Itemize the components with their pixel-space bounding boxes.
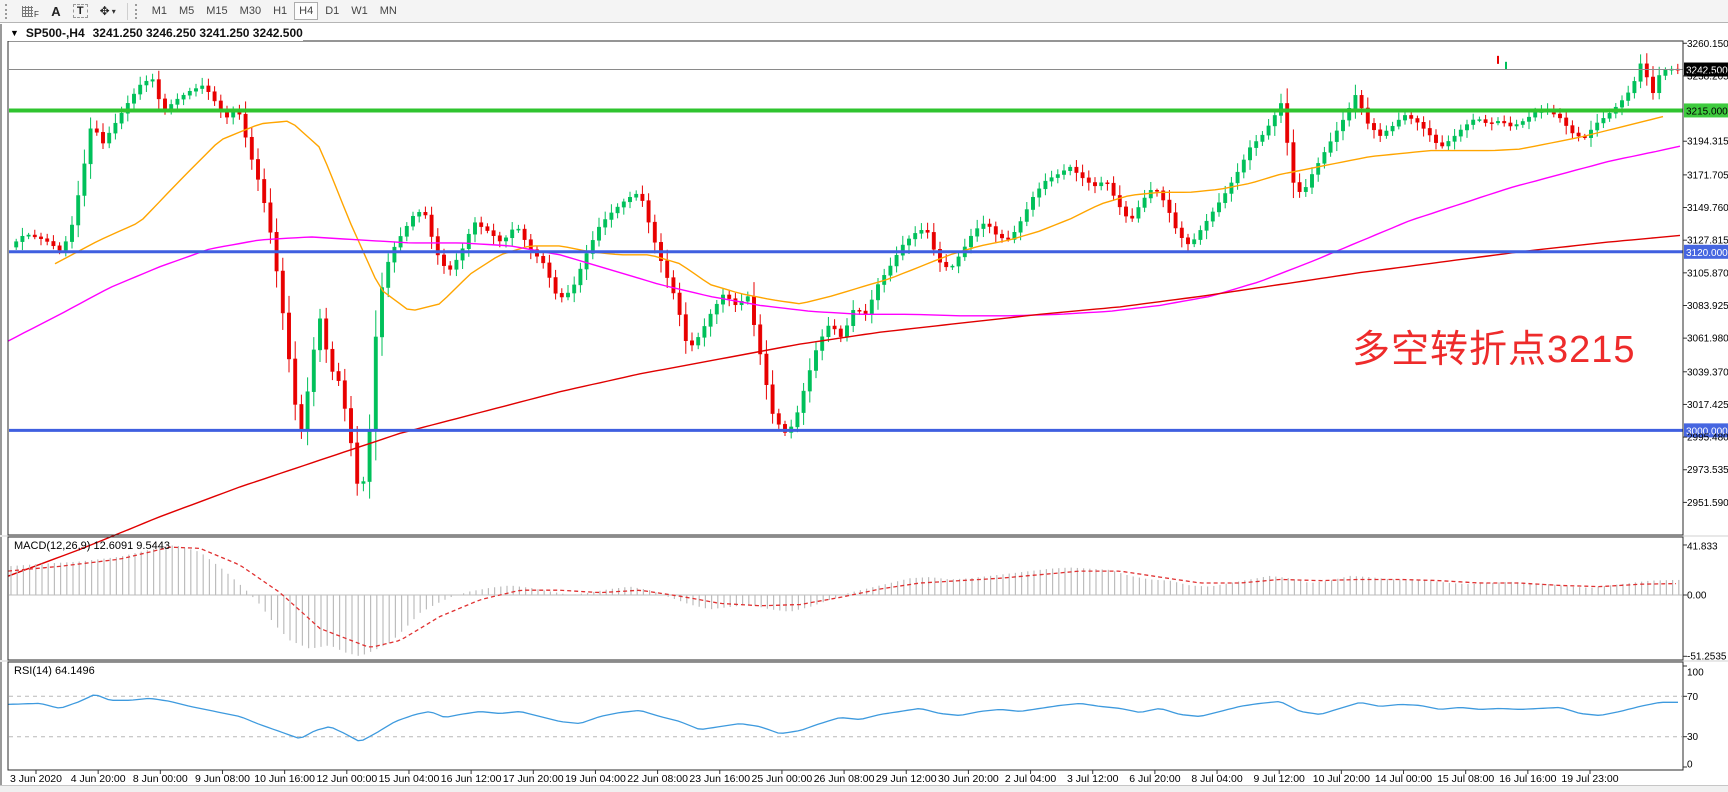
svg-text:3238.205: 3238.205	[1687, 71, 1728, 82]
current-price-line-badge: 3242.500	[1686, 66, 1728, 77]
toolbar-grip-2[interactable]	[134, 3, 141, 19]
time-axis-label: 3 Jun 2020	[10, 773, 62, 785]
time-axis-label: 6 Jul 20:00	[1129, 773, 1181, 785]
level-3215-badge: 3215.000	[1686, 106, 1728, 117]
draw-arrows-icon[interactable]: ✥ ▾	[99, 4, 116, 18]
time-axis-label: 12 Jun 00:00	[316, 773, 377, 785]
panel-frames	[7, 40, 1684, 771]
timeframe-bar: M1 M5 M15 M30 H1 H4 D1 W1 MN	[146, 2, 403, 20]
grid-sub-label: F	[34, 10, 39, 19]
time-axis-label: 4 Jun 20:00	[71, 773, 126, 785]
time-axis[interactable]: 3 Jun 2020 4 Jun 20:00 8 Jun 00:00 9 Jun 08…	[10, 770, 1619, 785]
rsi-panel: 100 70 30 0	[7, 665, 1704, 771]
timeframe-h1-button[interactable]: H1	[273, 5, 288, 17]
svg-text:3017.425: 3017.425	[1687, 400, 1728, 411]
timeframe-m15-button[interactable]: M15	[206, 5, 228, 17]
level-3120-badge: 3120.000	[1686, 248, 1728, 259]
svg-text:30: 30	[1687, 732, 1699, 743]
chevron-down-icon: ▾	[111, 6, 116, 16]
time-axis-label: 14 Jul 00:00	[1375, 773, 1432, 785]
text-label-icon[interactable]: A	[51, 3, 61, 19]
svg-text:0: 0	[1687, 760, 1693, 771]
time-axis-label: 26 Jun 08:00	[814, 773, 875, 785]
symbol-period-label: SP500-,H4	[25, 25, 85, 40]
time-axis-label: 22 Jun 08:00	[627, 773, 688, 785]
symbol-dropdown-icon[interactable]: ▼	[10, 27, 19, 38]
time-axis-label: 19 Jun 04:00	[565, 773, 626, 785]
svg-text:3061.980: 3061.980	[1687, 334, 1728, 345]
ma-orange	[54, 115, 1664, 311]
macd-panel: 41.833 0.00 -51.2535	[7, 542, 1727, 663]
svg-text:2951.590: 2951.590	[1687, 498, 1728, 509]
ma-red	[7, 234, 1681, 577]
svg-text:2973.535: 2973.535	[1687, 465, 1728, 476]
chart-title-bar[interactable]: ▼ SP500-,H4 3241.250 3246.250 3241.250 3…	[4, 24, 303, 41]
timeframe-m5-button[interactable]: M5	[178, 5, 195, 17]
time-axis-label: 19 Jul 23:00	[1561, 773, 1618, 785]
rsi-label: RSI(14) 64.1496	[14, 665, 95, 677]
svg-text:3039.370: 3039.370	[1687, 367, 1728, 378]
svg-text:100: 100	[1687, 668, 1704, 679]
svg-text:70: 70	[1687, 692, 1699, 703]
svg-text:3083.925: 3083.925	[1687, 301, 1728, 312]
arrow-marks	[1497, 55, 1507, 70]
svg-text:3171.705: 3171.705	[1687, 170, 1728, 181]
time-axis-label: 29 Jun 12:00	[876, 773, 937, 785]
ma-magenta	[7, 145, 1681, 342]
time-axis-label: 25 Jun 00:00	[752, 773, 813, 785]
candles	[14, 53, 1680, 499]
time-axis-label: 8 Jul 04:00	[1191, 773, 1243, 785]
toolbar: F A T ✥ ▾ M1 M5 M15 M30 H1 H4 D1 W1 MN	[0, 0, 1728, 23]
time-axis-label: 10 Jun 16:00	[254, 773, 315, 785]
svg-text:3105.870: 3105.870	[1687, 268, 1728, 279]
time-axis-label: 23 Jun 16:00	[689, 773, 750, 785]
level-3000-badge: 3000.000	[1686, 426, 1728, 437]
time-axis-label: 30 Jun 20:00	[938, 773, 999, 785]
timeframe-mn-button[interactable]: MN	[379, 5, 397, 17]
svg-text:41.833: 41.833	[1687, 542, 1718, 553]
grid-glyph	[22, 5, 33, 17]
ohlc-values: 3241.250 3246.250 3241.250 3242.500	[92, 25, 303, 40]
svg-text:3194.315: 3194.315	[1687, 137, 1728, 148]
timeframe-w1-button[interactable]: W1	[351, 5, 368, 17]
time-axis-label: 9 Jun 08:00	[195, 773, 250, 785]
svg-text:3260.150: 3260.150	[1687, 39, 1728, 50]
time-axis-label: 8 Jun 00:00	[133, 773, 188, 785]
svg-text:0.00: 0.00	[1687, 591, 1707, 602]
time-axis-label: 16 Jul 16:00	[1499, 773, 1556, 785]
time-axis-label: 10 Jul 20:00	[1313, 773, 1370, 785]
time-axis-label: 16 Jun 12:00	[441, 773, 502, 785]
time-axis-label: 15 Jun 04:00	[379, 773, 440, 785]
timeframe-d1-button[interactable]: D1	[325, 5, 340, 17]
timeframe-h4-button[interactable]: H4	[294, 2, 319, 20]
window-bottom-strip	[0, 785, 1728, 792]
time-axis-label: 2 Jul 04:00	[1005, 773, 1057, 785]
moving-averages	[7, 115, 1681, 577]
horizontal-levels[interactable]: 3242.500 3215.000 3120.000 3000.000	[9, 62, 1728, 438]
time-axis-label: 17 Jun 20:00	[503, 773, 564, 785]
time-axis-label: 3 Jul 12:00	[1067, 773, 1119, 785]
toolbar-grip[interactable]	[5, 3, 11, 19]
price-axis[interactable]: 3260.150 3238.205 3194.315 3171.705 3149.760…	[1683, 39, 1728, 509]
timeframe-m30-button[interactable]: M30	[239, 5, 262, 17]
chart-grid-icon[interactable]: F	[17, 2, 44, 20]
svg-text:-51.2535: -51.2535	[1687, 652, 1727, 663]
svg-text:2995.480: 2995.480	[1687, 433, 1728, 444]
macd-label: MACD(12,26,9) 12.6091 9.5443	[14, 540, 170, 552]
time-axis-label: 15 Jul 08:00	[1437, 773, 1494, 785]
text-box-icon[interactable]: T	[68, 2, 93, 20]
chart-annotation-text: 多空转折点3215	[1352, 329, 1636, 371]
time-axis-label: 9 Jul 12:00	[1254, 773, 1306, 785]
svg-text:3127.815: 3127.815	[1687, 236, 1728, 247]
svg-text:3149.760: 3149.760	[1687, 203, 1728, 214]
toolbar-separator	[126, 2, 128, 20]
timeframe-m1-button[interactable]: M1	[151, 5, 167, 17]
